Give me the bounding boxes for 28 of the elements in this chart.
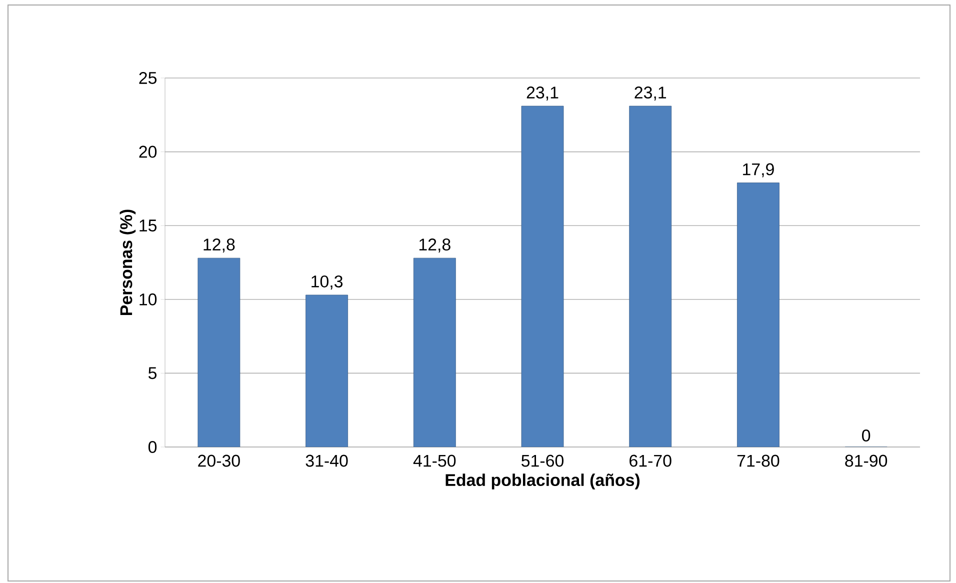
x-tick-label: 41-50 xyxy=(413,454,456,467)
x-tick-label: 61-70 xyxy=(630,454,672,467)
y-tick-label: 0 xyxy=(148,441,157,453)
y-tick-label: 20 xyxy=(139,146,157,158)
bar xyxy=(198,258,240,447)
x-tick-label: 51-60 xyxy=(522,454,564,467)
x-tick-label: 31-40 xyxy=(306,454,348,467)
bar xyxy=(413,258,456,447)
y-tick-label: 15 xyxy=(140,220,157,232)
bar xyxy=(629,106,672,447)
y-tick-label: 10 xyxy=(140,293,157,306)
x-axis-title: Edad poblacional (años) xyxy=(446,474,640,490)
data-label: 23,1 xyxy=(526,86,558,101)
data-label: 23,1 xyxy=(634,86,666,101)
data-label: 12,8 xyxy=(204,238,235,253)
data-label: 17,9 xyxy=(743,163,774,178)
x-tick-label: 71-80 xyxy=(737,454,780,467)
bar xyxy=(521,106,564,447)
data-label: 10,3 xyxy=(312,275,343,290)
bar xyxy=(306,294,348,447)
y-tick-label: 5 xyxy=(148,367,157,380)
y-axis-title: Personas (%) xyxy=(120,210,136,316)
bar xyxy=(737,182,780,447)
data-label: 0 xyxy=(862,429,870,442)
x-tick-label: 81-90 xyxy=(845,454,888,467)
data-label: 12,8 xyxy=(419,238,450,253)
y-tick-label: 25 xyxy=(139,72,157,84)
x-tick-label: 20-30 xyxy=(198,454,240,467)
